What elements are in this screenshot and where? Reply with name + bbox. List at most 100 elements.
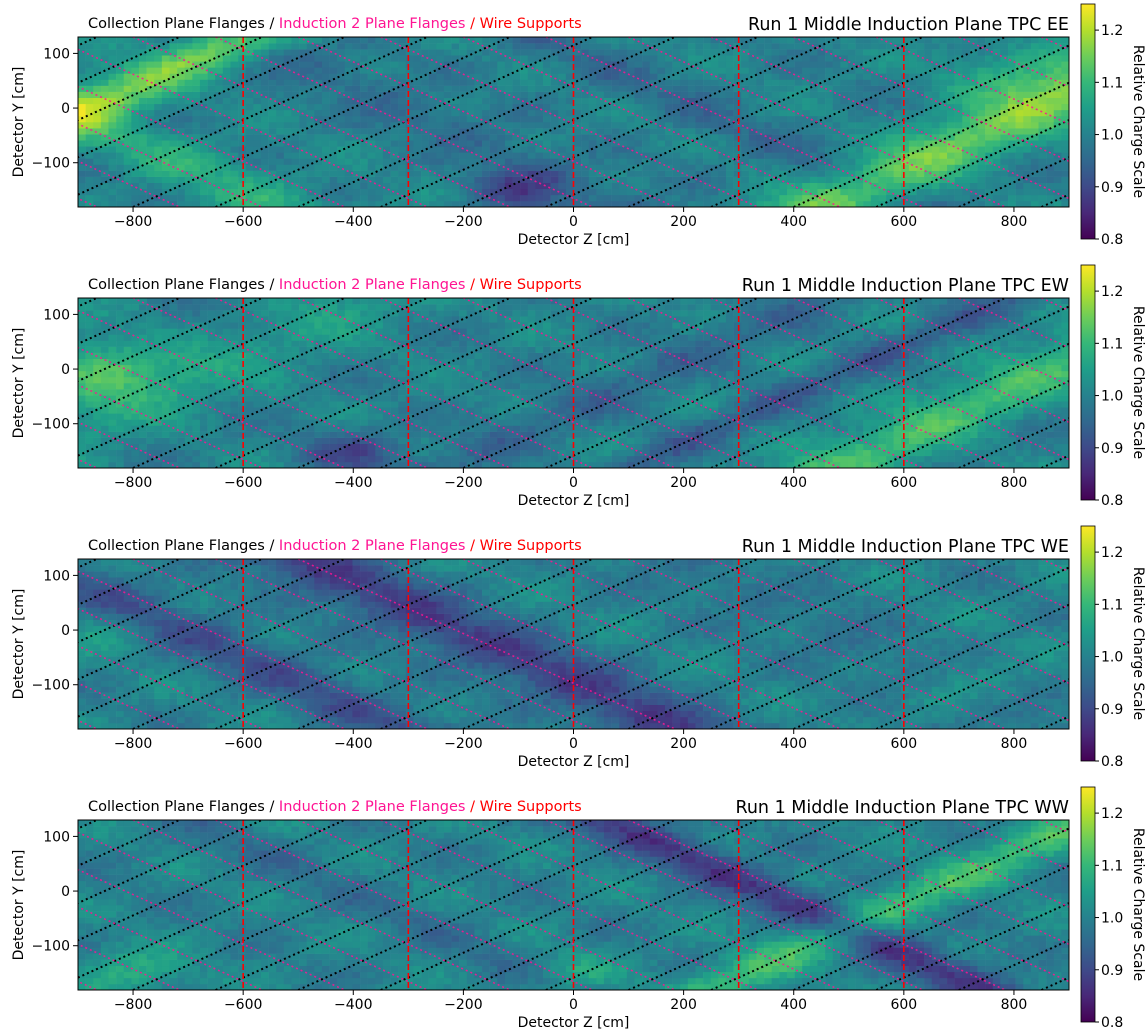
heatmap-cell <box>482 55 490 62</box>
heatmap-cell <box>299 55 307 62</box>
heatmap-cell <box>253 376 262 384</box>
heatmap-cell <box>245 334 254 341</box>
heatmap-cell <box>649 55 658 62</box>
heatmap-cell <box>969 152 978 159</box>
heatmap-cell <box>1053 109 1062 117</box>
heatmap-cell <box>169 146 178 153</box>
heatmap-cell <box>238 376 246 384</box>
heatmap-cell <box>314 164 323 171</box>
heatmap-cell <box>238 55 246 62</box>
heatmap-cell <box>78 55 86 62</box>
heatmap-cell <box>123 158 132 165</box>
heatmap-cell <box>794 79 803 86</box>
heatmap-cell <box>329 37 338 44</box>
heatmap-cell <box>756 55 765 62</box>
heatmap-cell <box>413 437 422 445</box>
heatmap-cell <box>863 109 872 117</box>
heatmap-cell <box>649 164 658 171</box>
heatmap-cell <box>207 401 216 408</box>
heatmap-cell <box>337 340 346 347</box>
heatmap-cell <box>840 73 849 80</box>
heatmap-cell <box>344 425 353 432</box>
heatmap-cell <box>184 176 193 184</box>
heatmap-cell <box>382 182 391 190</box>
heatmap-cell <box>969 146 978 153</box>
heatmap-cell <box>825 146 833 153</box>
heatmap-cell <box>535 91 544 99</box>
heatmap-cell <box>138 109 147 117</box>
heatmap-cell <box>314 97 323 105</box>
heatmap-cell <box>352 395 361 402</box>
heatmap-cell <box>253 97 262 105</box>
heatmap-cell <box>276 419 285 426</box>
heatmap-cell <box>314 158 323 165</box>
heatmap-cell <box>321 407 330 414</box>
heatmap-cell <box>253 128 262 135</box>
heatmap-cell <box>138 146 147 153</box>
heatmap-cell <box>786 128 795 135</box>
heatmap-cell <box>222 383 231 390</box>
heatmap-cell <box>405 370 414 378</box>
heatmap-cell <box>299 346 307 353</box>
heatmap-cell <box>260 37 269 44</box>
heatmap-cell <box>969 176 978 184</box>
heatmap-cell <box>413 170 422 177</box>
heatmap-cell <box>184 395 193 402</box>
heatmap-cell <box>360 152 368 159</box>
heatmap-cell <box>85 55 94 62</box>
heatmap-cell <box>512 97 521 105</box>
heatmap-cell <box>443 200 452 208</box>
heatmap-cell <box>443 170 452 177</box>
heatmap-cell <box>428 140 437 147</box>
heatmap-cell <box>482 49 490 56</box>
heatmap-cell <box>1061 109 1070 117</box>
heatmap-cell <box>603 97 612 105</box>
heatmap-cell <box>550 43 559 50</box>
heatmap-cell <box>901 91 910 99</box>
heatmap-cell <box>405 437 414 445</box>
heatmap-cell <box>664 170 673 177</box>
heatmap-cell <box>344 182 353 190</box>
heatmap-cell <box>718 200 727 208</box>
heatmap-cell <box>543 67 551 74</box>
heatmap-cell <box>916 91 925 99</box>
heatmap-cell <box>725 188 734 196</box>
heatmap-cell <box>535 103 544 111</box>
heatmap-cell <box>939 85 948 92</box>
heatmap-cell <box>238 85 246 92</box>
heatmap-cell <box>260 67 269 74</box>
heatmap-cell <box>177 316 186 323</box>
heatmap-cell <box>474 73 483 80</box>
heatmap-cell <box>93 298 102 305</box>
heatmap-cell <box>184 425 193 432</box>
heatmap-cell <box>817 85 826 92</box>
heatmap-cell <box>390 79 399 86</box>
heatmap-cell <box>222 407 231 414</box>
heatmap-cell <box>428 109 437 117</box>
heatmap-cell <box>85 310 94 317</box>
heatmap-cell <box>459 43 468 50</box>
heatmap-cell <box>138 176 147 184</box>
heatmap-cell <box>908 49 917 56</box>
heatmap-cell <box>451 55 460 62</box>
heatmap-cell <box>131 85 140 92</box>
heatmap-cell <box>466 158 475 165</box>
heatmap-cell <box>321 455 330 463</box>
heatmap-cell <box>306 413 315 420</box>
heatmap-cell <box>474 79 483 86</box>
heatmap-cell <box>360 188 368 196</box>
heatmap-cell <box>131 91 140 99</box>
heatmap-cell <box>169 55 178 62</box>
heatmap-cell <box>405 164 414 171</box>
heatmap-cell <box>138 437 147 445</box>
heatmap-cell <box>482 146 490 153</box>
heatmap-cell <box>886 115 894 123</box>
heatmap-cell <box>672 176 681 184</box>
heatmap-cell <box>428 188 437 196</box>
heatmap-cell <box>573 103 582 111</box>
heatmap-cell <box>192 304 201 311</box>
heatmap-cell <box>131 395 140 402</box>
heatmap-cell <box>207 134 216 141</box>
heatmap-cell <box>1008 164 1016 171</box>
heatmap-cell <box>482 97 490 105</box>
